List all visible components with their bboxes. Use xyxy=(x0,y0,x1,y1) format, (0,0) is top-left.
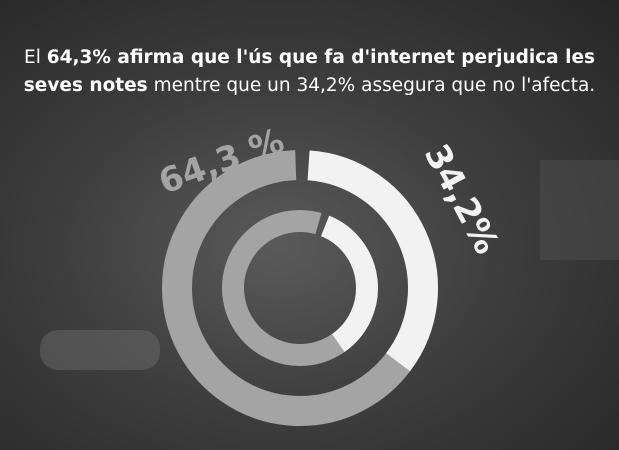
donut-arc xyxy=(222,210,346,366)
title-segment: 64,3% afirma que l'ús que fa d'internet … xyxy=(46,47,595,68)
photo-shape xyxy=(40,330,160,370)
title-segment: seves notes xyxy=(23,75,148,96)
donut-arc xyxy=(307,150,438,372)
chart-title: El 64,3% afirma que l'ús que fa d'intern… xyxy=(0,44,619,100)
donut-arc xyxy=(320,215,378,352)
title-line: seves notes mentre que un 34,2% assegura… xyxy=(0,72,619,100)
title-line: El 64,3% afirma que l'ús que fa d'intern… xyxy=(0,44,619,72)
photo-shape xyxy=(540,160,619,260)
title-segment: El xyxy=(24,47,47,68)
title-segment: mentre que un 34,2% assegura que no l'af… xyxy=(147,75,596,96)
donut-arc xyxy=(162,150,411,426)
